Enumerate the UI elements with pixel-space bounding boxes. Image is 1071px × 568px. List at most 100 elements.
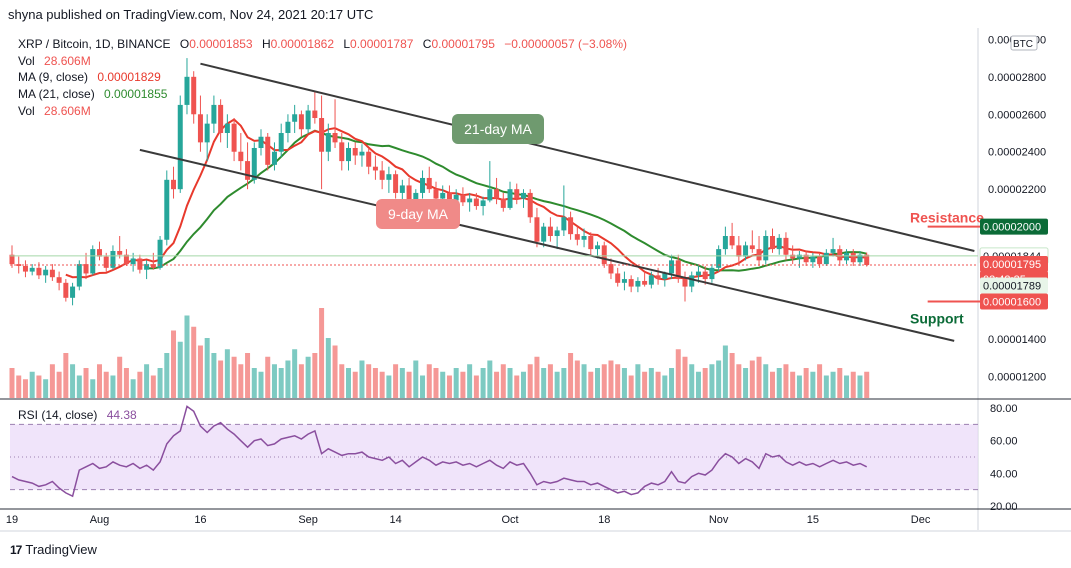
volume-bar [547, 364, 553, 398]
price-axis-marker-label: 0.00001795 [983, 259, 1041, 271]
volume-bar [211, 353, 217, 398]
candle-body [426, 177, 432, 190]
candle-body [561, 217, 567, 231]
candle-body [837, 249, 843, 261]
candle-body [514, 189, 520, 199]
volume-bar [621, 368, 627, 398]
candle-body [339, 142, 345, 162]
volume-bar [184, 315, 190, 398]
volume-bar [265, 356, 271, 398]
candle-body [346, 147, 351, 162]
volume-bar [22, 379, 28, 398]
price-tick-label: 0.00002800 [988, 72, 1046, 84]
candle-body [56, 277, 62, 283]
candle-body [305, 110, 311, 130]
volume-bar [16, 375, 22, 398]
candle-body [823, 252, 829, 265]
ohlc-change: −0.00000057 (−3.08%) [504, 37, 627, 51]
candle-body [117, 250, 123, 255]
candle-body [702, 271, 708, 280]
volume-bar [352, 371, 358, 398]
candle-body [224, 123, 230, 134]
candle-body [359, 151, 365, 156]
volume-bar [601, 364, 607, 398]
ma21-callout-label: 21-day MA [464, 121, 532, 137]
symbol-label[interactable]: XRP / Bitcoin, 1D, BINANCE [18, 37, 171, 51]
volume-bar [218, 360, 224, 398]
volume-bar [574, 360, 580, 398]
ma21-callout-box [452, 114, 544, 144]
candle-body [440, 192, 446, 199]
candle-body [171, 179, 177, 190]
volume-bar [595, 368, 601, 398]
candle-body [749, 245, 755, 250]
candle-body [130, 258, 136, 265]
candle-body [689, 275, 695, 287]
ma9-label: MA (9, close) [18, 70, 89, 84]
candle-body [83, 264, 89, 274]
candle-body [399, 185, 405, 193]
candle-body [857, 254, 863, 263]
volume-bar [494, 371, 500, 398]
volume-bar [769, 371, 775, 398]
volume-bar [164, 353, 170, 398]
ma9-legend[interactable]: MA (9, close) 0.00001829 [18, 70, 161, 84]
volume-bar [561, 368, 567, 398]
candle-body [245, 161, 251, 180]
volume-bar [776, 368, 782, 398]
ma21-legend[interactable]: MA (21, close) 0.00001855 [18, 87, 167, 101]
candle-body [803, 254, 809, 263]
volume-bar [150, 375, 156, 398]
candle-body [487, 189, 493, 201]
volume-bar [285, 360, 291, 398]
rsi-tick-label: 40.00 [990, 468, 1018, 480]
volume-bar [467, 364, 473, 398]
candle-body [790, 254, 796, 259]
candle-body [278, 133, 284, 152]
volume-bar [554, 371, 560, 398]
volume-bar [90, 379, 96, 398]
volume-bar [413, 360, 419, 398]
volume-legend[interactable]: Vol 28.606M [18, 54, 91, 68]
volume-bar [231, 356, 237, 398]
candle-body [238, 151, 244, 162]
volume-bar [406, 371, 412, 398]
candle-body [265, 136, 271, 165]
price-axis-marker [980, 256, 1048, 273]
candle-body [386, 174, 392, 180]
candle-body [467, 198, 473, 203]
candle-body [763, 236, 769, 261]
candle-body [675, 260, 681, 280]
volume-bar [271, 364, 277, 398]
volume2-legend[interactable]: Vol 28.606M [18, 104, 91, 118]
candle-body [218, 104, 224, 134]
candle-body [716, 249, 722, 268]
volume-bar [70, 364, 76, 398]
candle-body [251, 147, 257, 180]
volume-bar [137, 371, 143, 398]
candle-body [500, 198, 506, 208]
volume-bar [682, 356, 688, 398]
volume-bar [359, 360, 365, 398]
rsi-legend[interactable]: RSI (14, close) 44.38 [18, 408, 137, 422]
candle-body [796, 254, 802, 259]
candle-body [191, 76, 197, 115]
volume-bar [689, 364, 695, 398]
volume-bar [527, 364, 533, 398]
ma9-callout: 9-day MA [376, 199, 504, 229]
symbol-legend: XRP / Bitcoin, 1D, BINANCE O0.00001853 H… [18, 37, 627, 51]
volume2-label: Vol [18, 104, 35, 118]
ohlc-open: O0.00001853 [179, 37, 253, 51]
tradingview-footer[interactable]: 17 TradingView [10, 542, 97, 557]
volume-bar [346, 368, 351, 398]
volume-bar [96, 364, 102, 398]
candle-body [743, 245, 749, 257]
volume-bar [251, 368, 257, 398]
volume-bar [628, 375, 634, 398]
candle-body [137, 258, 143, 270]
candle-body [615, 273, 621, 283]
ma21-value: 0.00001855 [104, 87, 168, 101]
candle-body [9, 254, 15, 265]
volume-bar [655, 371, 661, 398]
volume-bar [204, 338, 210, 398]
